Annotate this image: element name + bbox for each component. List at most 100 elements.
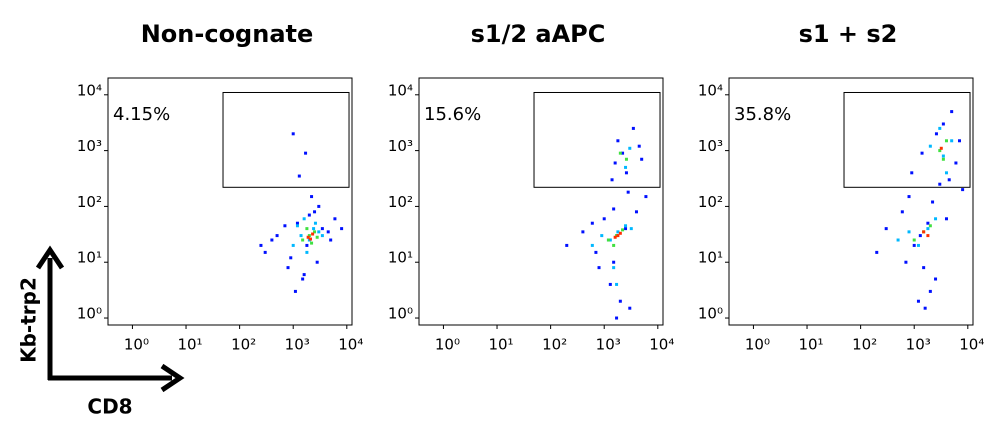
panel-title: Non-cognate (141, 20, 314, 48)
y-tick-label: 10¹ (698, 249, 723, 267)
point (934, 217, 938, 221)
point (308, 237, 312, 241)
point (312, 227, 316, 231)
point (928, 224, 932, 228)
point (313, 221, 317, 225)
panel-title: s1 + s2 (799, 20, 898, 48)
point (616, 234, 620, 238)
point (275, 234, 279, 238)
y-arrow-head (35, 245, 65, 270)
x-tick-label: 10² (852, 336, 877, 354)
point (958, 139, 962, 143)
point (615, 282, 619, 286)
point (912, 238, 916, 242)
point (301, 238, 305, 242)
point (875, 250, 879, 254)
point (916, 243, 920, 247)
x-tick-label: 10³ (596, 336, 621, 354)
point (320, 234, 324, 238)
point (907, 195, 911, 199)
y-tick-label: 10³ (388, 137, 413, 155)
point (297, 174, 301, 178)
plot-frame (418, 77, 664, 326)
point (317, 230, 321, 234)
y-tick-label: 10⁴ (388, 81, 413, 99)
point (640, 157, 644, 161)
point (307, 234, 311, 238)
point (263, 250, 267, 254)
point (884, 227, 888, 231)
point (944, 171, 948, 175)
y-tick-label: 10³ (77, 137, 102, 155)
point (259, 243, 263, 247)
point (600, 234, 604, 238)
gate-percentage: 35.8% (734, 104, 791, 125)
point (618, 231, 622, 235)
point (610, 178, 614, 182)
point (307, 213, 311, 217)
point (928, 144, 932, 148)
point (317, 204, 321, 208)
point (606, 238, 610, 242)
point (631, 126, 635, 130)
point (311, 232, 315, 236)
point (904, 260, 908, 264)
point (329, 238, 333, 242)
point (637, 144, 641, 148)
point (291, 243, 295, 247)
x-tick-label: 10⁰ (745, 336, 770, 354)
point (295, 224, 299, 228)
x-tick-label: 10³ (906, 336, 931, 354)
x-tick-label: 10¹ (798, 336, 823, 354)
point (612, 266, 616, 270)
point (910, 171, 914, 175)
point (934, 277, 938, 281)
y-tick-label: 10² (77, 193, 102, 211)
point (286, 266, 290, 270)
y-tick-label: 10⁴ (698, 81, 723, 99)
gate (843, 91, 971, 188)
x-tick-label: 10¹ (177, 336, 202, 354)
point (302, 217, 306, 221)
point (597, 266, 601, 270)
point (612, 260, 616, 264)
point (961, 188, 965, 192)
point (954, 161, 958, 165)
point (634, 210, 638, 214)
point (624, 224, 628, 228)
point (621, 228, 625, 232)
point (302, 273, 306, 277)
gate (533, 91, 661, 188)
y-tick-label: 10⁰ (77, 305, 102, 323)
y-tick-label: 10¹ (388, 249, 413, 267)
point (624, 165, 628, 169)
point (320, 227, 324, 231)
point (926, 221, 930, 225)
point (615, 316, 619, 320)
point (590, 221, 594, 225)
x-tick-label: 10⁰ (435, 336, 460, 354)
point (922, 266, 926, 270)
point (315, 260, 319, 264)
point (934, 132, 938, 136)
point (594, 250, 598, 254)
plot-frame (107, 77, 353, 326)
point (939, 146, 943, 150)
point (613, 161, 617, 165)
y-tick-label: 10¹ (77, 249, 102, 267)
point (608, 282, 612, 286)
x-axis-label: CD8 (87, 395, 132, 419)
gate-percentage: 4.15% (113, 104, 170, 125)
y-tick-label: 10³ (698, 137, 723, 155)
point (938, 149, 942, 153)
point (912, 243, 916, 247)
x-tick-label: 10² (542, 336, 567, 354)
point (613, 235, 617, 239)
gate-percentage: 15.6% (424, 104, 481, 125)
gate (222, 91, 350, 188)
point (305, 243, 309, 247)
point (295, 221, 299, 225)
point (306, 235, 310, 239)
point (923, 306, 927, 310)
y-tick-label: 10⁴ (77, 81, 102, 99)
